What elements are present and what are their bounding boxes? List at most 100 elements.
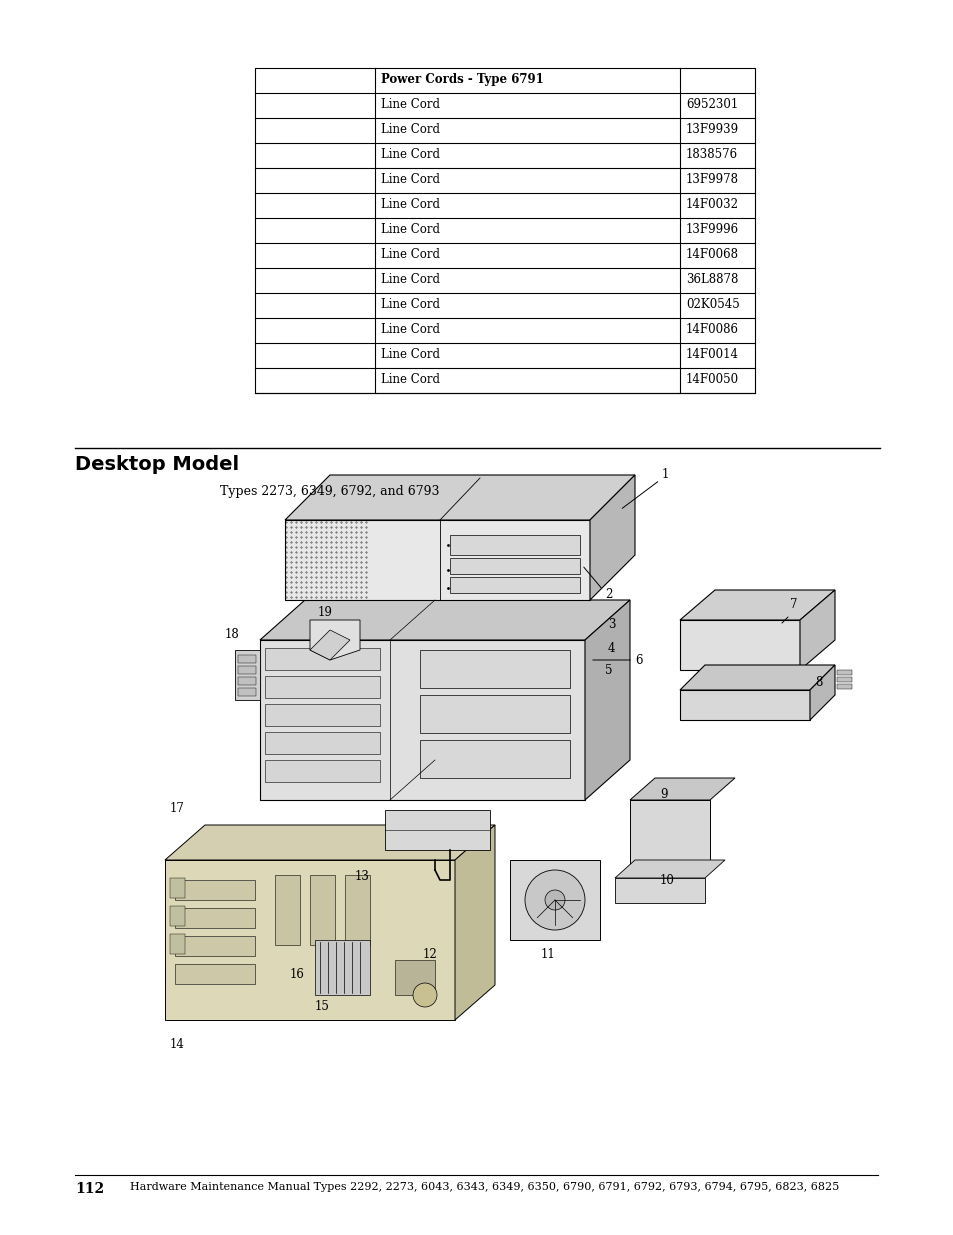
Text: 18: 18 <box>225 629 239 641</box>
Text: Line Cord: Line Cord <box>380 198 439 211</box>
Polygon shape <box>165 860 455 1020</box>
Circle shape <box>544 890 564 910</box>
Polygon shape <box>800 590 834 671</box>
Polygon shape <box>629 778 734 800</box>
Polygon shape <box>679 690 809 720</box>
Text: Line Cord: Line Cord <box>380 173 439 186</box>
Bar <box>419 650 569 688</box>
Text: 6: 6 <box>635 653 641 667</box>
Bar <box>314 940 370 995</box>
Circle shape <box>524 869 584 930</box>
Bar <box>419 740 569 778</box>
Text: 112: 112 <box>75 1182 104 1195</box>
Bar <box>174 881 254 900</box>
Polygon shape <box>615 878 704 903</box>
Text: 1: 1 <box>661 468 669 482</box>
Text: 10: 10 <box>659 873 674 887</box>
Bar <box>836 684 851 689</box>
Bar <box>345 876 370 945</box>
Text: 14F0032: 14F0032 <box>685 198 739 211</box>
Polygon shape <box>385 810 490 850</box>
Text: Types 2273, 6349, 6792, and 6793: Types 2273, 6349, 6792, and 6793 <box>220 485 439 498</box>
Text: Line Cord: Line Cord <box>380 324 439 336</box>
Text: Line Cord: Line Cord <box>380 373 439 387</box>
Bar <box>174 965 254 984</box>
Bar <box>265 676 379 698</box>
Bar <box>265 648 379 671</box>
Text: 8: 8 <box>814 676 821 688</box>
Text: 9: 9 <box>659 788 667 802</box>
Polygon shape <box>234 650 260 700</box>
Polygon shape <box>310 620 359 659</box>
Text: 14F0086: 14F0086 <box>685 324 739 336</box>
Bar <box>170 934 185 953</box>
Text: 19: 19 <box>317 605 332 619</box>
Text: Line Cord: Line Cord <box>380 298 439 311</box>
Bar <box>174 936 254 956</box>
Text: 4: 4 <box>607 641 615 655</box>
Bar <box>310 876 335 945</box>
Text: 13F9939: 13F9939 <box>685 124 739 136</box>
Text: 2: 2 <box>604 589 612 601</box>
Text: 15: 15 <box>314 1000 330 1013</box>
Polygon shape <box>260 640 584 800</box>
Bar <box>170 878 185 898</box>
Bar <box>170 906 185 926</box>
Polygon shape <box>285 475 635 520</box>
Polygon shape <box>285 520 589 600</box>
Polygon shape <box>679 664 834 690</box>
Bar <box>395 960 435 995</box>
Text: Line Cord: Line Cord <box>380 124 439 136</box>
Text: 14F0014: 14F0014 <box>685 348 739 361</box>
Text: 11: 11 <box>540 948 555 961</box>
Text: 12: 12 <box>422 948 436 961</box>
Bar <box>254 68 754 393</box>
Polygon shape <box>510 860 599 940</box>
Polygon shape <box>260 600 629 640</box>
Text: Line Cord: Line Cord <box>380 348 439 361</box>
Bar <box>237 688 255 697</box>
Bar <box>265 760 379 782</box>
Bar <box>174 908 254 927</box>
Bar <box>237 655 255 663</box>
Circle shape <box>413 983 436 1007</box>
Polygon shape <box>809 664 834 720</box>
Polygon shape <box>679 620 800 671</box>
Bar <box>265 704 379 726</box>
Text: 14: 14 <box>170 1037 185 1051</box>
Polygon shape <box>629 800 709 864</box>
Text: 1838576: 1838576 <box>685 148 738 161</box>
Bar <box>237 666 255 674</box>
Text: 5: 5 <box>604 663 612 677</box>
Polygon shape <box>589 475 635 600</box>
Text: 3: 3 <box>607 619 615 631</box>
Text: 13F9978: 13F9978 <box>685 173 739 186</box>
Bar <box>450 535 579 555</box>
Bar <box>237 677 255 685</box>
Polygon shape <box>310 630 350 659</box>
Polygon shape <box>584 600 629 800</box>
Bar <box>419 695 569 734</box>
Bar <box>265 732 379 755</box>
Text: Desktop Model: Desktop Model <box>75 454 239 474</box>
Text: 14F0050: 14F0050 <box>685 373 739 387</box>
Text: Hardware Maintenance Manual Types 2292, 2273, 6043, 6343, 6349, 6350, 6790, 6791: Hardware Maintenance Manual Types 2292, … <box>130 1182 839 1192</box>
Bar <box>836 677 851 682</box>
Text: 02K0545: 02K0545 <box>685 298 739 311</box>
Text: Line Cord: Line Cord <box>380 98 439 111</box>
Text: 6952301: 6952301 <box>685 98 738 111</box>
Text: 14F0068: 14F0068 <box>685 248 739 261</box>
Text: 36L8878: 36L8878 <box>685 273 738 287</box>
Text: Line Cord: Line Cord <box>380 248 439 261</box>
Text: 7: 7 <box>789 599 797 611</box>
Bar <box>450 577 579 593</box>
Text: 13: 13 <box>355 869 370 883</box>
Text: 17: 17 <box>170 802 185 815</box>
Text: Line Cord: Line Cord <box>380 273 439 287</box>
Text: Power Cords - Type 6791: Power Cords - Type 6791 <box>380 73 543 86</box>
Polygon shape <box>455 825 495 1020</box>
Polygon shape <box>615 860 724 878</box>
Polygon shape <box>679 590 834 620</box>
Text: 16: 16 <box>290 968 305 982</box>
Bar <box>836 671 851 676</box>
